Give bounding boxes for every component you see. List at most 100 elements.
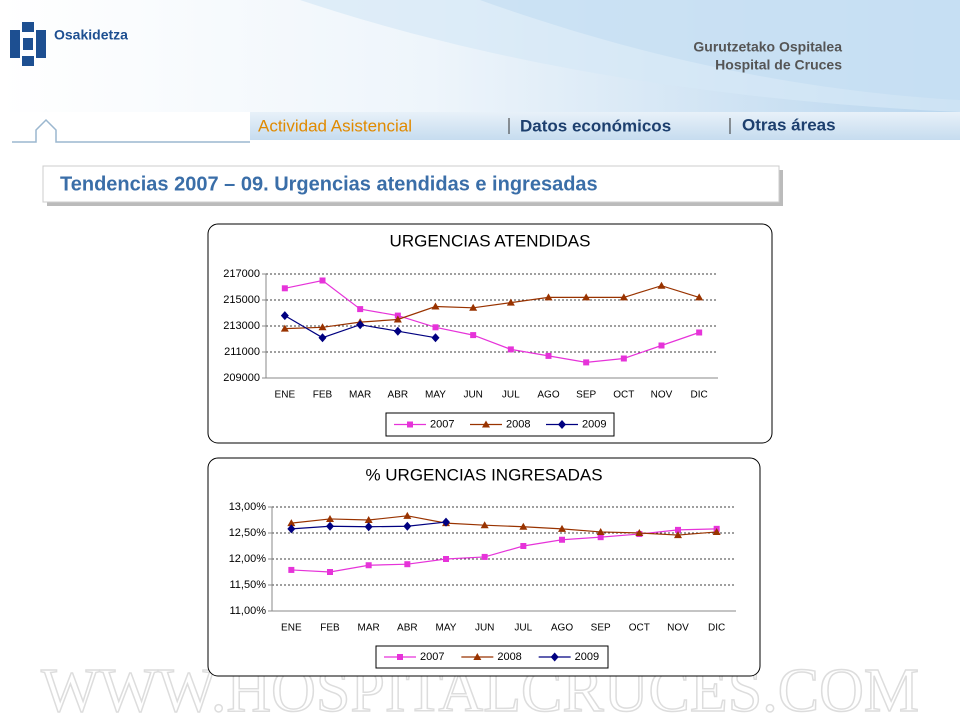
legend-label: 2009 [582, 418, 606, 430]
marker [326, 514, 334, 522]
marker [674, 531, 682, 539]
marker [365, 562, 372, 569]
marker [393, 315, 402, 323]
hospital-name: Gurutzetako Ospitalea [693, 39, 842, 55]
legend-marker [558, 420, 566, 429]
marker [442, 517, 450, 527]
marker [281, 285, 288, 292]
marker [559, 536, 565, 543]
x-tick-label: MAY [425, 390, 446, 401]
x-tick-label: SEP [576, 390, 596, 401]
x-tick-label: SEP [591, 623, 611, 634]
nav-item[interactable]: Otras áreas [742, 115, 836, 134]
y-tick-label: 211000 [224, 346, 260, 358]
logo [10, 22, 46, 66]
marker [326, 521, 334, 531]
y-tick-label: 217000 [223, 268, 260, 280]
marker [712, 527, 721, 535]
page-title: Tendencias 2007 – 09. Urgencias atendida… [60, 173, 598, 195]
y-tick-label: 12,00% [229, 553, 267, 565]
marker [619, 293, 628, 301]
x-tick-label: OCT [613, 390, 634, 401]
hospital-name: Hospital de Cruces [715, 57, 842, 73]
marker [404, 561, 411, 568]
marker [443, 556, 449, 562]
nav-bar [250, 112, 960, 140]
legend-label: 2008 [497, 651, 521, 663]
marker [657, 281, 666, 289]
x-tick-label: DIC [708, 623, 725, 634]
marker [469, 303, 478, 311]
x-tick-label: MAR [358, 623, 380, 634]
x-tick-label: AGO [537, 390, 559, 401]
chart-title: % URGENCIAS INGRESADAS [365, 465, 602, 484]
marker [431, 333, 440, 343]
chart-box [207, 457, 761, 677]
x-tick-label: JUL [502, 390, 520, 401]
marker [403, 521, 412, 531]
y-tick-label: 11,50% [230, 579, 267, 591]
x-tick-label: AGO [551, 623, 573, 634]
marker [597, 534, 604, 541]
series-line [284, 279, 700, 364]
legend-marker [473, 653, 482, 660]
marker [318, 333, 327, 343]
marker [695, 293, 704, 301]
x-tick-label: DIC [691, 390, 708, 401]
marker [319, 277, 326, 284]
marker [431, 302, 440, 310]
marker [481, 553, 488, 560]
marker [582, 293, 591, 301]
marker [583, 359, 590, 366]
x-tick-label: JUN [475, 623, 494, 634]
marker [519, 522, 528, 530]
marker [620, 355, 627, 362]
x-tick-label: JUN [463, 390, 482, 401]
marker [357, 306, 364, 313]
marker [545, 352, 552, 359]
x-tick-label: ABR [397, 623, 418, 634]
x-tick-label: NOV [651, 390, 673, 401]
legend-marker [407, 421, 413, 428]
y-tick-label: 12,50% [229, 527, 267, 539]
header-swoosh [480, 0, 960, 100]
home-icon[interactable] [12, 118, 250, 143]
marker [696, 329, 703, 336]
marker [356, 320, 365, 330]
x-tick-label: FEB [313, 390, 333, 401]
chart-box [207, 223, 773, 444]
y-tick-label: 209000 [223, 372, 260, 384]
marker [318, 323, 327, 331]
marker [280, 311, 289, 321]
series-line [284, 285, 700, 330]
x-tick-label: MAR [349, 390, 371, 401]
marker [364, 522, 373, 532]
legend-marker [397, 654, 403, 660]
y-tick-label: 13,00% [229, 501, 267, 513]
marker [288, 566, 295, 573]
marker [558, 524, 566, 532]
marker [635, 529, 644, 536]
y-tick-label: 11,00% [230, 605, 267, 617]
marker [675, 526, 681, 533]
marker [470, 332, 477, 339]
x-tick-label: OCT [629, 623, 650, 634]
marker [287, 519, 296, 527]
marker [520, 543, 527, 549]
nav-item[interactable]: Actividad Asistencial [258, 116, 412, 135]
x-tick-label: ENE [275, 390, 296, 401]
marker [544, 293, 553, 301]
x-tick-label: FEB [320, 623, 340, 634]
x-tick-label: JUL [514, 623, 532, 634]
x-tick-label: ABR [388, 390, 409, 401]
nav-item[interactable]: Datos económicos [520, 116, 671, 135]
y-tick-label: 213000 [223, 320, 260, 332]
legend-label: 2009 [575, 651, 599, 663]
title-box [42, 165, 780, 203]
legend-label: 2007 [420, 651, 444, 663]
marker [393, 326, 402, 336]
legend-label: 2008 [506, 418, 530, 430]
x-tick-label: ENE [281, 623, 302, 634]
marker [327, 569, 333, 575]
